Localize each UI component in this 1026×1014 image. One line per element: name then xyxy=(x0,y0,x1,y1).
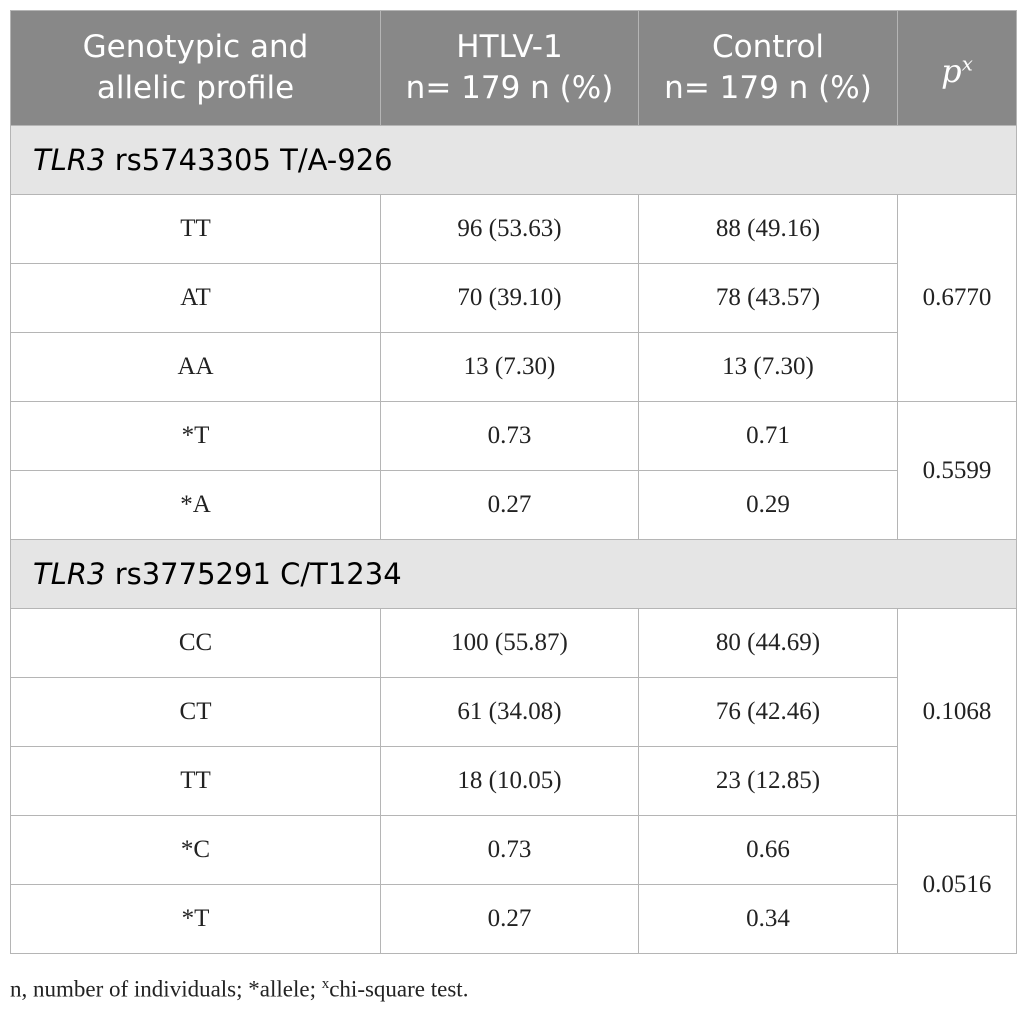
table-row: *A 0.27 0.29 xyxy=(10,470,1017,540)
table-row: *T 0.27 0.34 xyxy=(10,884,1017,954)
htlv-value: 61 (34.08) xyxy=(380,677,639,747)
control-value: 13 (7.30) xyxy=(638,332,898,402)
htlv-value: 70 (39.10) xyxy=(380,263,639,333)
allele-label: *A xyxy=(10,470,381,540)
table-row: AT 70 (39.10) 78 (43.57) xyxy=(10,263,1017,333)
control-value: 78 (43.57) xyxy=(638,263,898,333)
genotype-label: CT xyxy=(10,677,381,747)
control-value: 0.34 xyxy=(638,884,898,954)
header-genotypic-profile: Genotypic and allelic profile xyxy=(10,10,381,126)
control-value: 76 (42.46) xyxy=(638,677,898,747)
allele-label: *T xyxy=(10,401,381,471)
table-row: AA 13 (7.30) 13 (7.30) xyxy=(10,332,1017,402)
section-header-row: TLR3 rs3775291 C/T1234 xyxy=(10,539,1017,609)
genotype-label: AT xyxy=(10,263,381,333)
htlv-value: 0.73 xyxy=(380,401,639,471)
header-htlv1: HTLV-1 n= 179 n (%) xyxy=(380,10,639,126)
htlv-value: 13 (7.30) xyxy=(380,332,639,402)
genotype-label: AA xyxy=(10,332,381,402)
table-row: CC 100 (55.87) 80 (44.69) 0.1068 xyxy=(10,608,1017,816)
allele-label: *C xyxy=(10,815,381,885)
control-value: 0.66 xyxy=(638,815,898,885)
allele-label: *T xyxy=(10,884,381,954)
section-header-row: TLR3 rs5743305 T/A-926 xyxy=(10,125,1017,195)
htlv-value: 96 (53.63) xyxy=(380,194,639,264)
htlv-value: 0.27 xyxy=(380,470,639,540)
section-title: TLR3 rs3775291 C/T1234 xyxy=(10,539,1017,609)
table-footnote: n, number of individuals; *allele; xchi-… xyxy=(10,976,469,1002)
control-value: 0.29 xyxy=(638,470,898,540)
table-row: CT 61 (34.08) 76 (42.46) xyxy=(10,677,1017,747)
control-value: 0.71 xyxy=(638,401,898,471)
header-control: Control n= 179 n (%) xyxy=(638,10,898,126)
control-value: 80 (44.69) xyxy=(638,608,898,678)
p-value: 0.6770 xyxy=(897,194,1017,402)
genotype-label: CC xyxy=(10,608,381,678)
control-value: 88 (49.16) xyxy=(638,194,898,264)
section-title: TLR3 rs5743305 T/A-926 xyxy=(10,125,1017,195)
genotype-table: Genotypic and allelic profile HTLV-1 n= … xyxy=(10,10,1017,954)
table-row: TT 18 (10.05) 23 (12.85) xyxy=(10,746,1017,816)
p-value: 0.1068 xyxy=(897,608,1017,816)
genotype-label: TT xyxy=(10,194,381,264)
htlv-value: 100 (55.87) xyxy=(380,608,639,678)
p-value: 0.0516 xyxy=(897,815,1017,954)
htlv-value: 0.73 xyxy=(380,815,639,885)
table-row: *T 0.73 0.71 0.5599 xyxy=(10,401,1017,540)
table-row: TT 96 (53.63) 88 (49.16) 0.6770 xyxy=(10,194,1017,402)
p-value: 0.5599 xyxy=(897,401,1017,540)
header-p-value: px xyxy=(897,10,1017,126)
genotype-label: TT xyxy=(10,746,381,816)
control-value: 23 (12.85) xyxy=(638,746,898,816)
table-row: *C 0.73 0.66 0.0516 xyxy=(10,815,1017,954)
htlv-value: 18 (10.05) xyxy=(380,746,639,816)
htlv-value: 0.27 xyxy=(380,884,639,954)
header-row: Genotypic and allelic profile HTLV-1 n= … xyxy=(10,10,1017,126)
